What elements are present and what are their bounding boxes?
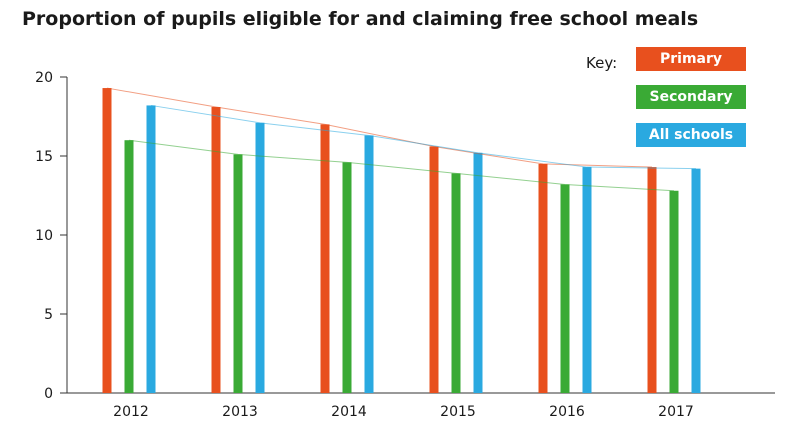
bars: [102, 88, 701, 394]
y-tick-label: 5: [44, 307, 53, 323]
bar-secondary: [342, 162, 352, 393]
y-tick-label: 10: [35, 228, 53, 244]
bar-secondary: [560, 184, 570, 393]
legend-key-label: Key:: [586, 54, 618, 72]
bar-primary: [102, 88, 112, 393]
tick-labels: 0 5 10 15 20 2012 2013 2014 2015 2016 2017: [35, 70, 694, 420]
bar-primary: [320, 124, 330, 394]
x-tick-label: 2017: [658, 404, 694, 420]
y-tick-label: 0: [44, 386, 53, 402]
trend-line-primary: [106, 87, 653, 168]
chart-title: Proportion of pupils eligible for and cl…: [22, 8, 699, 30]
bar-all-schools: [364, 135, 374, 393]
legend-item-primary: Primary: [636, 47, 746, 71]
legend-item-all-schools: All schools: [636, 123, 746, 147]
bar-primary: [647, 167, 657, 393]
x-tick-label: 2012: [113, 404, 149, 420]
axes: [60, 76, 775, 394]
x-tick-label: 2015: [440, 404, 476, 420]
x-tick-label: 2013: [222, 404, 258, 420]
x-tick-label: 2016: [549, 404, 585, 420]
bar-all-schools: [582, 167, 592, 393]
bar-all-schools: [146, 105, 156, 393]
x-tick-label: 2014: [331, 404, 367, 420]
bar-secondary: [451, 173, 461, 393]
trend-line-secondary: [128, 139, 675, 192]
bar-primary: [429, 146, 439, 393]
bar-all-schools: [473, 152, 483, 393]
bar-secondary: [233, 154, 243, 393]
y-tick-label: 20: [35, 70, 53, 86]
bar-secondary: [124, 140, 134, 393]
bar-primary: [538, 163, 548, 393]
bar-primary: [211, 107, 221, 394]
trend-line-all-schools: [150, 104, 697, 170]
bar-secondary: [669, 190, 679, 393]
legend-item-secondary: Secondary: [636, 85, 746, 109]
bar-all-schools: [691, 168, 701, 393]
trend-lines: [106, 87, 697, 192]
bar-all-schools: [255, 122, 265, 393]
y-tick-label: 15: [35, 149, 53, 165]
